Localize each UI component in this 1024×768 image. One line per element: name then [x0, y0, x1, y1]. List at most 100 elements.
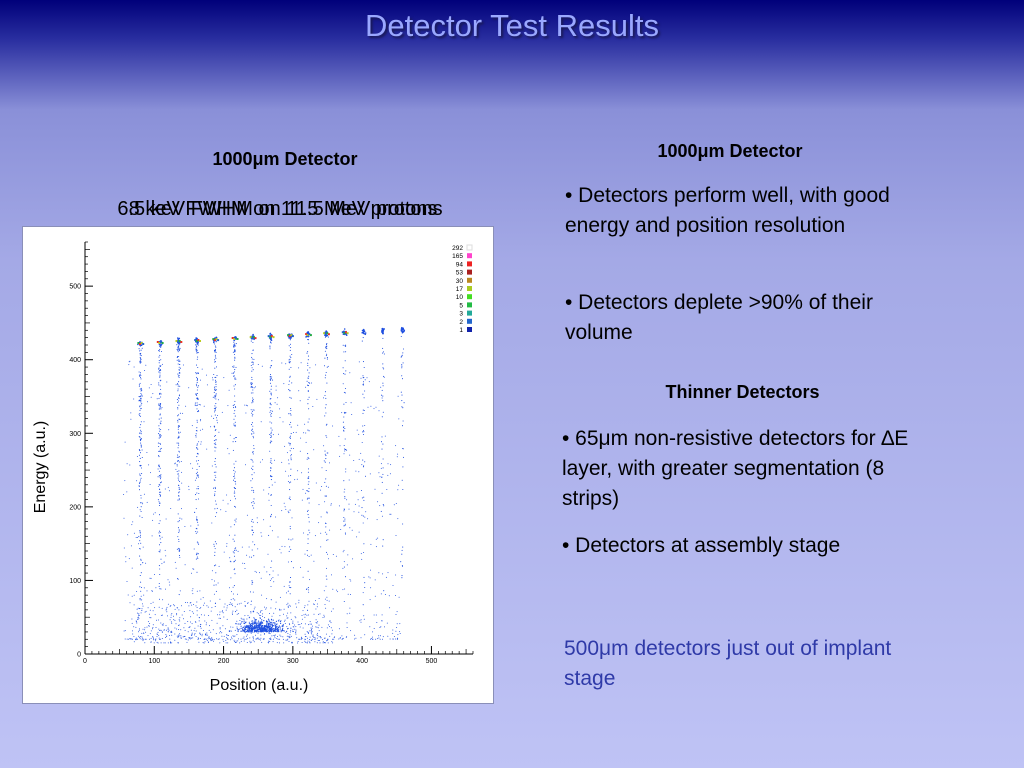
data-point: [349, 372, 351, 374]
data-point: [402, 488, 404, 491]
data-point: [159, 467, 161, 469]
data-point: [402, 330, 404, 333]
data-point: [382, 636, 384, 638]
data-point: [177, 607, 179, 609]
data-point: [243, 629, 245, 631]
data-point: [307, 497, 309, 499]
data-point: [179, 363, 181, 366]
data-point: [289, 375, 291, 377]
data-point: [139, 481, 141, 483]
data-point: [382, 443, 384, 445]
data-point: [325, 585, 327, 587]
data-point: [252, 398, 254, 400]
data-point: [245, 412, 247, 414]
data-point: [304, 553, 306, 555]
data-point: [395, 503, 397, 504]
data-point: [160, 531, 162, 533]
data-point: [271, 410, 273, 412]
data-point: [148, 464, 150, 466]
data-point: [393, 504, 395, 506]
data-point: [323, 616, 325, 618]
data-point: [140, 442, 142, 444]
data-point: [140, 444, 142, 446]
data-point: [213, 593, 215, 595]
data-point: [195, 364, 198, 366]
data-point: [360, 621, 362, 623]
data-point: [270, 624, 272, 626]
data-point: [268, 623, 270, 626]
data-point: [184, 564, 186, 566]
data-point: [139, 405, 141, 407]
data-point: [128, 361, 130, 363]
data-point: [295, 603, 297, 605]
data-point: [140, 446, 142, 448]
data-point: [339, 445, 341, 447]
data-point: [311, 382, 313, 384]
data-point: [359, 620, 361, 622]
data-point: [178, 619, 180, 621]
data-point: [270, 404, 272, 406]
data-point: [320, 516, 322, 518]
data-point: [140, 572, 142, 574]
data-point: [175, 468, 177, 470]
data-point: [191, 425, 193, 427]
data-point: [176, 548, 178, 550]
data-point: [343, 416, 345, 418]
data-point: [302, 610, 304, 612]
data-point: [231, 612, 233, 614]
data-point: [308, 529, 310, 531]
data-point: [221, 635, 223, 637]
data-point: [139, 457, 141, 459]
data-point: [198, 465, 200, 467]
data-point: [358, 361, 360, 363]
data-point: [268, 640, 270, 642]
data-point: [220, 631, 222, 632]
data-point: [270, 479, 272, 481]
data-point: [176, 359, 178, 361]
data-point: [267, 553, 269, 555]
data-point: [159, 407, 161, 409]
data-point: [255, 638, 257, 640]
data-point: [233, 463, 235, 465]
data-point: [269, 626, 271, 628]
data-point: [170, 614, 172, 616]
data-point: [181, 508, 182, 510]
data-point: [178, 495, 180, 497]
data-point: [281, 625, 284, 627]
data-point: [133, 604, 135, 606]
data-point: [203, 604, 205, 606]
data-point: [325, 344, 328, 346]
data-point: [149, 609, 151, 611]
data-point: [195, 460, 198, 462]
data-point: [178, 530, 180, 532]
data-point: [253, 387, 255, 389]
data-point: [174, 561, 176, 563]
data-point: [383, 376, 385, 378]
data-point: [274, 459, 275, 461]
data-point: [400, 391, 402, 393]
data-point: [139, 636, 141, 638]
data-point: [343, 351, 345, 353]
data-point: [382, 330, 385, 332]
data-point: [196, 392, 199, 395]
data-point: [239, 623, 241, 625]
data-point: [248, 546, 250, 548]
data-point: [253, 555, 255, 557]
data-point: [153, 513, 155, 515]
data-point: [232, 366, 233, 368]
data-point: [269, 421, 271, 423]
data-point: [226, 638, 228, 640]
data-point: [346, 627, 348, 628]
data-point: [307, 369, 309, 371]
data-point: [132, 630, 133, 632]
data-point: [327, 539, 329, 541]
data-point: [150, 641, 152, 643]
peak-marker: [137, 342, 140, 344]
data-point: [158, 360, 160, 362]
data-point: [308, 600, 310, 602]
data-point: [211, 465, 213, 467]
data-point: [402, 362, 404, 364]
data-point: [232, 626, 234, 628]
data-point: [159, 638, 161, 640]
data-point: [212, 629, 214, 631]
